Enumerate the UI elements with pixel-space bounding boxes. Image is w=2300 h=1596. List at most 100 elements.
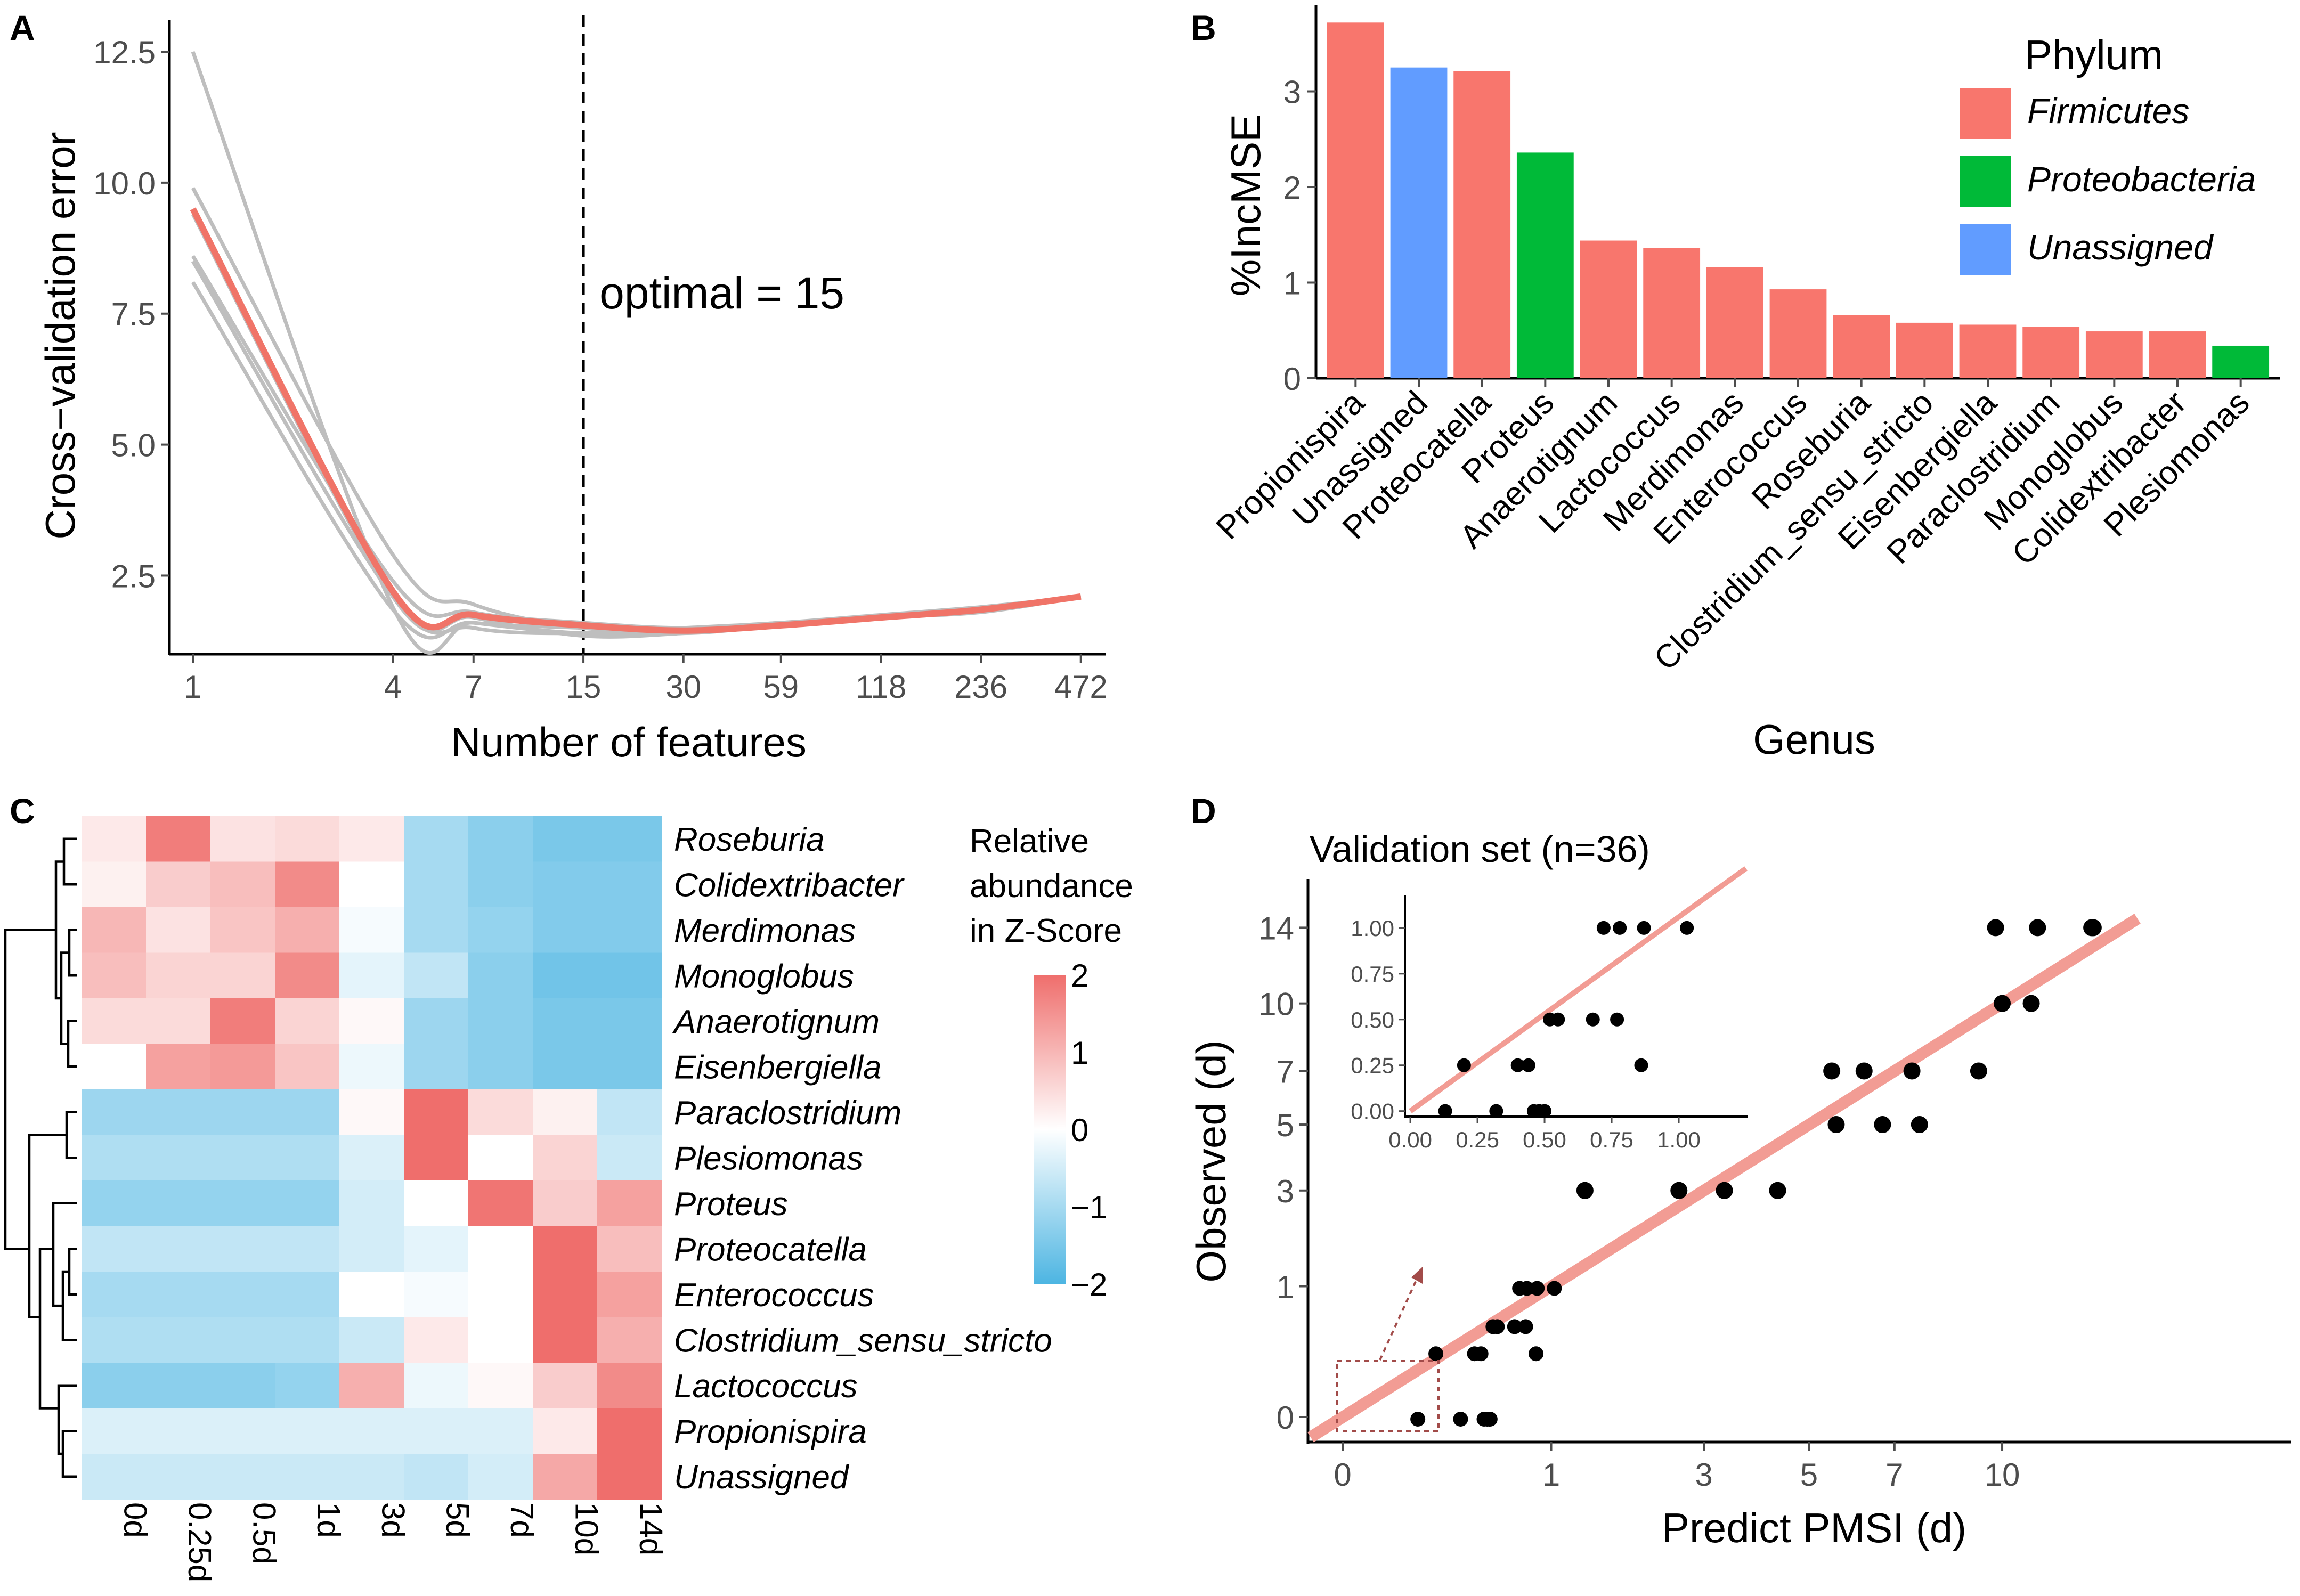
c-cell-merdimonas-10d xyxy=(533,907,598,954)
d-inset-point xyxy=(1586,1012,1600,1027)
c-row-label: Merdimonas xyxy=(674,913,856,949)
c-cell-anaerotignum-0d xyxy=(82,998,147,1045)
c-cell-unassigned-1d xyxy=(275,1454,340,1500)
d-point xyxy=(1769,1182,1786,1199)
a-x-tick-label: 236 xyxy=(954,669,1007,705)
c-cell-lactococcus-5d xyxy=(404,1363,469,1409)
b-legend: Phylum Firmicutes Proteobacteria Unassigne… xyxy=(1960,31,2256,275)
c-cell-colidextribacter-7d xyxy=(468,861,533,908)
d-x-tick-label: 0 xyxy=(1334,1457,1351,1493)
d-inset-y-tick-label: 0.00 xyxy=(1351,1099,1394,1124)
d-point-small xyxy=(1547,1281,1562,1296)
c-cell-merdimonas-0d xyxy=(82,907,147,954)
c-cell-propionispira-7d xyxy=(468,1408,533,1454)
c-legend-tick-label: 2 xyxy=(1071,958,1088,994)
c-cell-proteocatella-0d xyxy=(82,1226,147,1272)
d-x-tick-label: 3 xyxy=(1695,1457,1712,1493)
c-cell-propionispira-1d xyxy=(275,1408,340,1454)
c-cell-enterococcus-7d xyxy=(468,1272,533,1318)
c-cell-lactococcus-7d xyxy=(468,1363,533,1409)
d-x-tick-label: 1 xyxy=(1542,1457,1560,1493)
c-cell-lactococcus-10d xyxy=(533,1363,598,1409)
c-cell-propionispira-3d xyxy=(339,1408,404,1454)
b-y-axis-title: %IncMSE xyxy=(1222,114,1269,296)
c-cell-unassigned-7d xyxy=(468,1454,533,1500)
c-row-label: Enterococcus xyxy=(674,1277,874,1314)
c-cell-propionispira-0.5d xyxy=(210,1408,275,1454)
c-cell-proteus-1d xyxy=(275,1180,340,1227)
d-point xyxy=(1716,1182,1733,1199)
c-cell-paraclostridium-5d xyxy=(404,1089,469,1136)
panel-label-a: A xyxy=(10,8,35,47)
d-inset-y-tick-label: 1.00 xyxy=(1351,916,1394,941)
d-inset-y-tick-label: 0.25 xyxy=(1351,1053,1394,1078)
c-cell-roseburia-0.5d xyxy=(210,816,275,862)
c-cell-anaerotignum-5d xyxy=(404,998,469,1045)
c-cell-paraclostridium-1d xyxy=(275,1089,340,1136)
a-x-tick-label: 59 xyxy=(763,669,799,705)
c-cell-lactococcus-3d xyxy=(339,1363,404,1409)
b-y-tick-label: 2 xyxy=(1283,170,1301,206)
c-cell-unassigned-0.5d xyxy=(210,1454,275,1500)
b-bar-lactococcus xyxy=(1643,248,1701,378)
c-dendrogram-branch xyxy=(67,1020,77,1068)
c-col-label: 0d xyxy=(118,1502,153,1538)
d-point xyxy=(1576,1182,1594,1199)
a-x-axis-title: Number of features xyxy=(451,719,807,766)
d-inset-point xyxy=(1634,1058,1648,1072)
d-y-tick-label: 10 xyxy=(1258,987,1294,1022)
c-cell-enterococcus-5d xyxy=(404,1272,469,1318)
d-inset-point xyxy=(1457,1058,1471,1072)
c-cell-colidextribacter-10d xyxy=(533,861,598,908)
c-cell-paraclostridium-14d xyxy=(597,1089,662,1136)
c-legend-tick-label: 0 xyxy=(1071,1112,1088,1148)
b-bar-proteus xyxy=(1516,152,1574,378)
c-cell-eisenbergiella-10d xyxy=(533,1044,598,1090)
c-cell-proteus-7d xyxy=(468,1180,533,1227)
c-cell-colidextribacter-5d xyxy=(404,861,469,908)
c-cell-eisenbergiella-7d xyxy=(468,1044,533,1090)
c-cell-paraclostridium-0d xyxy=(82,1089,147,1136)
c-cell-roseburia-10d xyxy=(533,816,598,862)
c-legend-tick-label: −2 xyxy=(1071,1267,1107,1302)
b-bar-colidextribacter xyxy=(2149,331,2206,378)
c-cell-clostridium_sensu_stricto-7d xyxy=(468,1317,533,1363)
c-row-label: Roseburia xyxy=(674,821,825,858)
c-cell-monoglobus-7d xyxy=(468,952,533,999)
c-cell-propionispira-5d xyxy=(404,1408,469,1454)
c-col-label: 1d xyxy=(311,1502,347,1538)
c-dendrogram-branch xyxy=(52,1202,77,1307)
c-cell-unassigned-0d xyxy=(82,1454,147,1500)
c-cell-roseburia-0.25d xyxy=(146,816,211,862)
c-cell-enterococcus-14d xyxy=(597,1272,662,1318)
c-cell-proteus-0.25d xyxy=(146,1180,211,1227)
c-legend-title-1: Relative xyxy=(970,823,1089,860)
c-cell-eisenbergiella-14d xyxy=(597,1044,662,1090)
c-cell-paraclostridium-3d xyxy=(339,1089,404,1136)
panel-a-line-chart: 2.5 5.0 7.5 10.0 12.5 1 4 7 15 30 59 118 236 472 opt… xyxy=(37,15,1108,766)
c-cell-monoglobus-0.5d xyxy=(210,952,275,999)
d-title: Validation set (n=36) xyxy=(1310,828,1650,870)
c-cell-unassigned-14d xyxy=(597,1454,662,1500)
c-cell-roseburia-7d xyxy=(468,816,533,862)
c-cell-clostridium_sensu_stricto-0d xyxy=(82,1317,147,1363)
c-cell-proteocatella-10d xyxy=(533,1226,598,1272)
c-cell-lactococcus-0.5d xyxy=(210,1363,275,1409)
c-row-label: Monoglobus xyxy=(674,958,854,995)
a-x-tick-label: 1 xyxy=(184,669,201,705)
d-point xyxy=(1903,1062,1921,1080)
c-dendrogram-branch xyxy=(62,837,77,886)
d-point xyxy=(1855,1062,1873,1080)
d-inset-y-tick-label: 0.75 xyxy=(1351,962,1394,987)
c-row-label: Paraclostridium xyxy=(674,1095,901,1131)
panel-label-d: D xyxy=(1191,791,1216,830)
c-cell-proteocatella-0.25d xyxy=(146,1226,211,1272)
c-colorbar xyxy=(1034,975,1066,1284)
c-cell-roseburia-3d xyxy=(339,816,404,862)
d-point xyxy=(1823,1062,1841,1080)
a-y-tick-label: 7.5 xyxy=(111,297,156,332)
panel-label-b: B xyxy=(1191,8,1216,47)
c-row-label: Eisenbergiella xyxy=(674,1049,881,1086)
